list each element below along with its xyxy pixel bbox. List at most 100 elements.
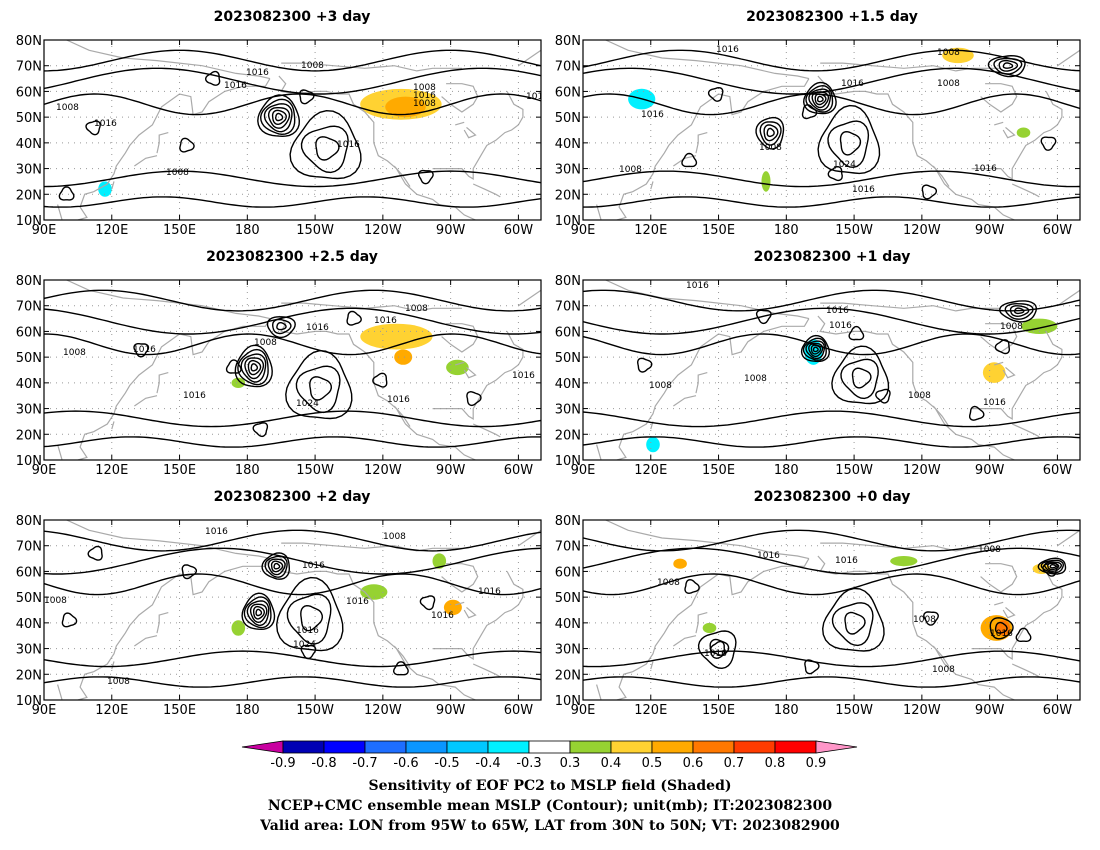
isobar xyxy=(273,562,281,570)
isobar xyxy=(264,555,288,578)
panel-4-shading xyxy=(610,310,1058,455)
panel-6-shading xyxy=(614,556,1051,641)
isobar xyxy=(999,300,1038,323)
isobar xyxy=(44,333,541,356)
coastline xyxy=(281,542,462,552)
isobar xyxy=(267,558,286,576)
shaded-region xyxy=(339,207,368,218)
coastline xyxy=(77,318,271,460)
coastline xyxy=(432,571,524,660)
y-tick-label: 70N xyxy=(16,540,42,555)
coastline xyxy=(432,331,524,420)
isobar xyxy=(300,604,324,632)
x-tick-label: 90E xyxy=(32,223,57,238)
panel-6-contour-label: 1016 xyxy=(835,556,858,566)
caption-line-3: Valid area: LON from 95W to 65W, LAT fro… xyxy=(259,818,840,834)
isobar xyxy=(247,359,262,376)
isobar xyxy=(44,289,541,312)
y-tick-label: 50N xyxy=(16,351,42,366)
panel-5-contour-label: 1016 xyxy=(346,597,369,607)
colorbar-label: -0.8 xyxy=(311,756,336,771)
isobar xyxy=(1014,307,1025,315)
coastline xyxy=(1011,423,1040,438)
panel-3-contour-label: 1016 xyxy=(183,391,206,401)
isobar xyxy=(969,405,985,421)
colorbar-swatch xyxy=(446,740,489,754)
isobar xyxy=(583,676,1080,688)
panel-4-contour-label: 1016 xyxy=(829,321,852,331)
panel-6-contour-label: 1016 xyxy=(757,551,780,561)
isobar xyxy=(851,367,872,389)
coastline xyxy=(817,75,1015,220)
shaded-region xyxy=(446,359,469,376)
isobar xyxy=(1015,627,1032,642)
isobar xyxy=(766,127,775,138)
coastline xyxy=(932,165,950,187)
isobar xyxy=(989,617,1014,640)
x-tick-label: 120E xyxy=(95,703,128,718)
isobar xyxy=(85,120,101,136)
isobar xyxy=(808,88,831,111)
panel-4-contour-label: 1008 xyxy=(744,374,767,384)
y-tick-label: 80N xyxy=(555,34,581,49)
shaded-region xyxy=(231,620,246,636)
panel-6-contour-label: 1016 xyxy=(990,629,1013,639)
x-tick-label: 150E xyxy=(163,223,196,238)
x-tick-label: 90E xyxy=(571,223,596,238)
panel-5-coast xyxy=(57,520,541,700)
y-tick-label: 80N xyxy=(16,274,42,289)
y-tick-label: 10N xyxy=(16,454,42,469)
y-tick-label: 20N xyxy=(16,188,42,203)
x-tick-label: 90E xyxy=(571,703,596,718)
y-tick-label: 60N xyxy=(555,565,581,580)
panel-3-axes: 90E 120E 150E 180 150W 120W 90W 60W 80N 70N 60N 50N… xyxy=(16,274,541,478)
coastline xyxy=(1057,289,1080,307)
panel-1-contour-label: 1008 xyxy=(413,99,436,109)
colorbar-left-tip xyxy=(241,740,284,754)
isobar xyxy=(271,109,287,126)
isobar xyxy=(44,547,541,575)
shaded-region xyxy=(89,436,103,458)
isobar xyxy=(755,116,785,150)
caption-line-1: Sensitivity of EOF PC2 to MSLP field (Sh… xyxy=(368,778,731,794)
panel-1-contour-label: 1008 xyxy=(301,61,324,71)
colorbar-label: -0.7 xyxy=(352,756,377,771)
isobar xyxy=(583,573,1080,596)
coastline xyxy=(1011,663,1040,678)
panel-1-contour-label: 1008 xyxy=(166,168,189,178)
x-tick-label: 60W xyxy=(504,223,534,238)
y-tick-label: 40N xyxy=(555,137,581,152)
coastline xyxy=(472,183,501,198)
isobar xyxy=(636,357,653,373)
isobar xyxy=(259,98,296,136)
x-tick-label: 180 xyxy=(235,703,260,718)
panel-2-contour-label: 1008 xyxy=(759,143,782,153)
x-tick-label: 180 xyxy=(235,463,260,478)
isobar xyxy=(240,353,267,383)
isobar xyxy=(583,529,1080,552)
panel-1-contour-label: 1008 xyxy=(56,103,79,113)
colorbar-label: -0.6 xyxy=(393,756,418,771)
isobar xyxy=(204,70,221,86)
shaded-region xyxy=(890,556,918,567)
isobar xyxy=(831,602,874,647)
shaded-region xyxy=(89,661,126,688)
x-tick-label: 150E xyxy=(702,463,735,478)
panel-4-contours xyxy=(583,289,1080,448)
panel-4-axes: 90E 120E 150E 180 150W 120W 90W 60W 80N 70N 60N 50N… xyxy=(555,274,1080,478)
isobar xyxy=(44,650,541,668)
panel-3-contour-label: 1016 xyxy=(306,323,329,333)
y-tick-label: 80N xyxy=(555,514,581,529)
isobar xyxy=(237,348,269,386)
panel-2-contour-label: 1016 xyxy=(852,185,875,195)
panel-3-contours xyxy=(44,289,541,448)
coastline xyxy=(518,49,541,67)
isobar xyxy=(763,124,779,142)
coastline xyxy=(77,558,271,700)
coastline xyxy=(134,635,158,647)
map-panel-2: 2023082300 +1.5 day 1016 1008 1016 1008 … xyxy=(555,9,1081,238)
x-tick-label: 90W xyxy=(436,223,466,238)
panel-1-shading xyxy=(84,45,442,218)
colorbar-swatch xyxy=(774,740,817,754)
panel-5-contours xyxy=(44,529,541,688)
